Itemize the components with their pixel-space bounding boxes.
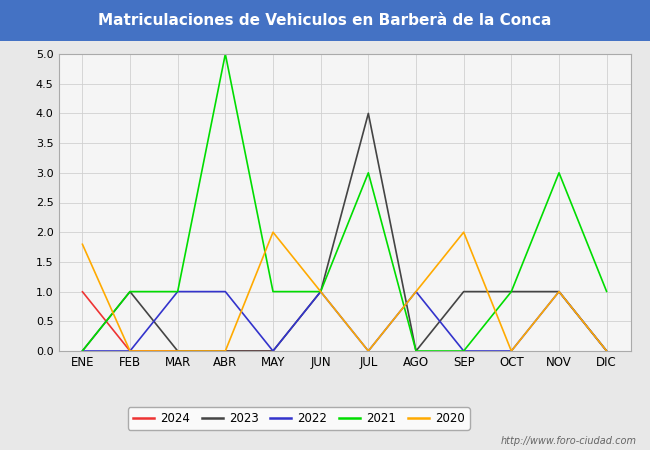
2023 — [508, 289, 515, 294]
2021 — [126, 289, 134, 294]
2023 — [317, 289, 324, 294]
2021 — [79, 348, 86, 354]
2021 — [269, 289, 277, 294]
2020 — [460, 230, 467, 235]
2022 — [365, 348, 372, 354]
2022 — [555, 289, 563, 294]
2020 — [317, 289, 324, 294]
Legend: 2024, 2023, 2022, 2021, 2020: 2024, 2023, 2022, 2021, 2020 — [128, 407, 469, 430]
2020 — [174, 348, 181, 354]
2021 — [460, 348, 467, 354]
2020 — [79, 241, 86, 247]
2023 — [126, 289, 134, 294]
2023 — [222, 348, 229, 354]
2022 — [79, 348, 86, 354]
2021 — [317, 289, 324, 294]
2021 — [508, 289, 515, 294]
2022 — [222, 289, 229, 294]
2020 — [365, 348, 372, 354]
2023 — [174, 348, 181, 354]
Line: 2023: 2023 — [83, 113, 606, 351]
2023 — [365, 111, 372, 116]
2022 — [412, 289, 420, 294]
2020 — [126, 348, 134, 354]
2021 — [412, 348, 420, 354]
2020 — [412, 289, 420, 294]
2023 — [603, 348, 610, 354]
2021 — [365, 170, 372, 176]
2021 — [222, 51, 229, 57]
Text: http://www.foro-ciudad.com: http://www.foro-ciudad.com — [501, 436, 637, 446]
2020 — [603, 348, 610, 354]
2022 — [460, 348, 467, 354]
2023 — [79, 348, 86, 354]
2022 — [269, 348, 277, 354]
2024 — [222, 348, 229, 354]
2022 — [174, 289, 181, 294]
2020 — [269, 230, 277, 235]
2021 — [555, 170, 563, 176]
Text: Matriculaciones de Vehiculos en Barberà de la Conca: Matriculaciones de Vehiculos en Barberà … — [98, 13, 552, 28]
2022 — [317, 289, 324, 294]
2024 — [79, 289, 86, 294]
Line: 2024: 2024 — [83, 292, 273, 351]
2020 — [508, 348, 515, 354]
Line: 2020: 2020 — [83, 232, 606, 351]
2024 — [126, 348, 134, 354]
2022 — [126, 348, 134, 354]
Line: 2021: 2021 — [83, 54, 606, 351]
2022 — [508, 348, 515, 354]
2022 — [603, 348, 610, 354]
Line: 2022: 2022 — [83, 292, 606, 351]
2021 — [603, 289, 610, 294]
2023 — [555, 289, 563, 294]
2020 — [222, 348, 229, 354]
2023 — [412, 348, 420, 354]
2023 — [269, 348, 277, 354]
2020 — [555, 289, 563, 294]
2024 — [174, 348, 181, 354]
2024 — [269, 348, 277, 354]
2023 — [460, 289, 467, 294]
2021 — [174, 289, 181, 294]
